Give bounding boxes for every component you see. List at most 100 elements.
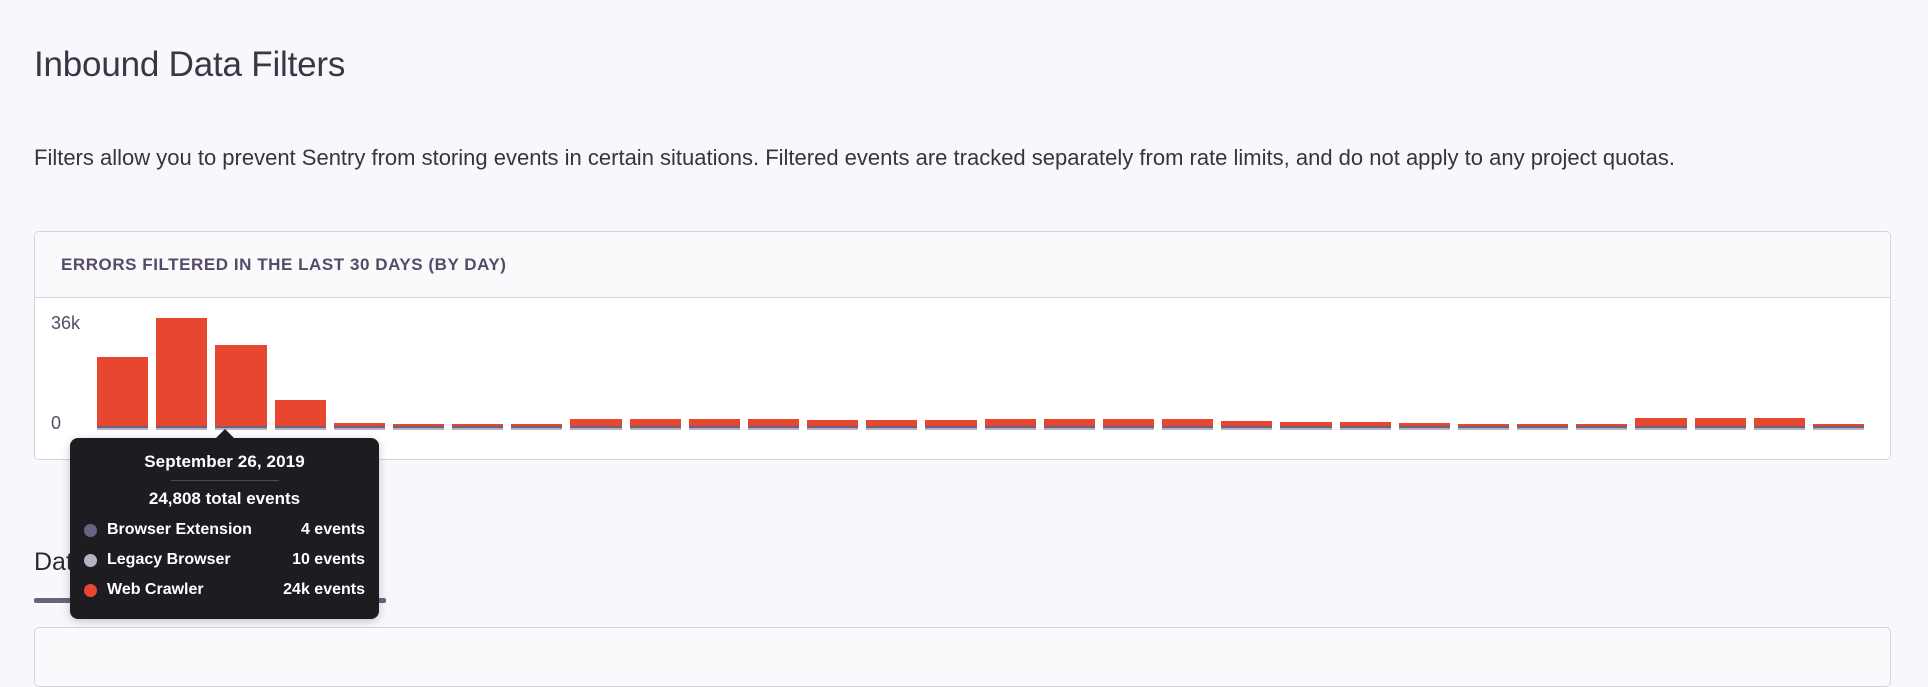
bar-segment-extension bbox=[1339, 428, 1391, 430]
bar-segment-crawler bbox=[97, 357, 149, 426]
bar-segment-crawler bbox=[925, 420, 977, 426]
bar-segment-legacy bbox=[925, 426, 977, 428]
chart-bar[interactable] bbox=[1276, 312, 1335, 430]
bar-chart-plot[interactable] bbox=[93, 312, 1868, 430]
tooltip-row-label: Web Crawler bbox=[107, 581, 204, 598]
tooltip-row-value: 10 events bbox=[292, 551, 365, 568]
bar-segment-extension bbox=[1635, 428, 1687, 430]
bar-segment-extension bbox=[688, 428, 740, 430]
chart-bar[interactable] bbox=[1158, 312, 1217, 430]
bar-segment-crawler bbox=[1635, 418, 1687, 426]
bar-segment-legacy bbox=[274, 426, 326, 428]
tooltip-row-value: 24k events bbox=[283, 581, 365, 598]
bar-segment-crawler bbox=[452, 424, 504, 426]
bar-segment-extension bbox=[215, 428, 267, 430]
bar-segment-extension bbox=[392, 428, 445, 430]
bar-segment-legacy bbox=[1694, 426, 1746, 428]
bar-segment-crawler bbox=[156, 317, 208, 426]
bar-segment-legacy bbox=[1753, 426, 1805, 428]
chart-bar[interactable] bbox=[1040, 312, 1099, 430]
bar-segment-crawler bbox=[215, 344, 267, 426]
bar-segment-crawler bbox=[1694, 418, 1746, 426]
bar-segment-crawler bbox=[1753, 418, 1805, 426]
bar-segment-crawler bbox=[688, 419, 740, 426]
chart-tooltip: September 26, 2019 24,808 total events B… bbox=[70, 429, 379, 619]
chart-bar[interactable] bbox=[862, 312, 921, 430]
chart-bar[interactable] bbox=[330, 312, 389, 430]
chart-bar[interactable] bbox=[566, 312, 625, 430]
bar-segment-legacy bbox=[1162, 426, 1214, 428]
series-color-dot-icon bbox=[84, 583, 97, 597]
bar-segment-crawler bbox=[1576, 424, 1628, 426]
bar-segment-crawler bbox=[1398, 423, 1450, 426]
chart-bar[interactable] bbox=[448, 312, 507, 430]
tooltip-arrow-icon bbox=[214, 429, 235, 439]
bar-segment-extension bbox=[984, 428, 1036, 430]
chart-bar[interactable] bbox=[1336, 312, 1395, 430]
bar-segment-extension bbox=[1694, 428, 1746, 430]
tooltip-series-rows: Browser Extension 4 events Legacy Browser 1… bbox=[70, 515, 379, 605]
bar-segment-extension bbox=[866, 428, 918, 430]
chart-bar[interactable] bbox=[1631, 312, 1690, 430]
bar-segment-crawler bbox=[747, 419, 800, 426]
chart-bar[interactable] bbox=[1513, 312, 1572, 430]
chart-bar[interactable] bbox=[1217, 312, 1276, 430]
bar-segment-legacy bbox=[747, 426, 800, 428]
chart-bar[interactable] bbox=[389, 312, 448, 430]
chart-bar[interactable] bbox=[1572, 312, 1631, 430]
bar-segment-crawler bbox=[1043, 419, 1095, 426]
bar-segment-legacy bbox=[156, 426, 208, 428]
chart-bar[interactable] bbox=[981, 312, 1040, 430]
bar-segment-legacy bbox=[807, 426, 859, 428]
bar-segment-extension bbox=[570, 428, 622, 430]
chart-bar[interactable] bbox=[921, 312, 980, 430]
chart-bar[interactable] bbox=[93, 312, 152, 430]
tooltip-row-label: Legacy Browser bbox=[107, 551, 231, 568]
y-axis-max-label: 36k bbox=[51, 313, 81, 333]
bar-segment-crawler bbox=[1102, 419, 1155, 426]
chart-bar[interactable] bbox=[626, 312, 685, 430]
chart-bar[interactable] bbox=[152, 312, 211, 430]
chart-bar[interactable] bbox=[1750, 312, 1809, 430]
bar-segment-crawler bbox=[1221, 421, 1273, 426]
page-description: Filters allow you to prevent Sentry from… bbox=[34, 145, 1676, 170]
bar-segment-extension bbox=[1102, 428, 1155, 430]
chart-bar[interactable] bbox=[1809, 312, 1868, 430]
chart-bar[interactable] bbox=[271, 312, 330, 430]
chart-bar[interactable] bbox=[1691, 312, 1750, 430]
chart-bar[interactable] bbox=[507, 312, 566, 430]
chart-bar[interactable] bbox=[685, 312, 744, 430]
bar-segment-crawler bbox=[984, 419, 1036, 426]
chart-bar[interactable] bbox=[803, 312, 862, 430]
chart-bar[interactable] bbox=[1454, 312, 1513, 430]
bar-segment-legacy bbox=[1576, 426, 1628, 428]
chart-panel-header: ERRORS FILTERED IN THE LAST 30 DAYS (BY … bbox=[35, 232, 1890, 298]
bar-segment-legacy bbox=[452, 426, 504, 428]
bar-segment-legacy bbox=[629, 426, 681, 428]
bar-segment-extension bbox=[274, 428, 326, 430]
series-color-dot-icon bbox=[84, 523, 97, 537]
bar-segment-extension bbox=[1576, 428, 1628, 430]
chart-bar[interactable] bbox=[1395, 312, 1454, 430]
bar-segment-extension bbox=[925, 428, 977, 430]
bar-segment-legacy bbox=[1221, 426, 1273, 428]
bar-segment-crawler bbox=[1280, 421, 1332, 426]
tooltip-total-events: 24,808 total events bbox=[148, 489, 301, 508]
chart-bar[interactable] bbox=[211, 312, 270, 430]
bar-segment-legacy bbox=[333, 426, 385, 428]
bar-segment-extension bbox=[1457, 428, 1510, 430]
y-axis-min-label: 0 bbox=[51, 413, 62, 433]
series-color-dot-icon bbox=[84, 553, 97, 567]
bar-segment-legacy bbox=[1812, 426, 1865, 428]
chart-bar[interactable] bbox=[744, 312, 803, 430]
bar-segment-legacy bbox=[1635, 426, 1687, 428]
bar-segment-legacy bbox=[866, 426, 918, 428]
tooltip-divider bbox=[170, 480, 279, 481]
bar-segment-extension bbox=[1221, 428, 1273, 430]
bar-segment-crawler bbox=[274, 400, 326, 426]
bar-segment-legacy bbox=[1102, 426, 1155, 428]
bar-segment-crawler bbox=[1162, 419, 1214, 426]
errors-filtered-chart-panel: ERRORS FILTERED IN THE LAST 30 DAYS (BY … bbox=[34, 231, 1891, 460]
data-filters-panel bbox=[34, 627, 1891, 687]
chart-bar[interactable] bbox=[1099, 312, 1158, 430]
